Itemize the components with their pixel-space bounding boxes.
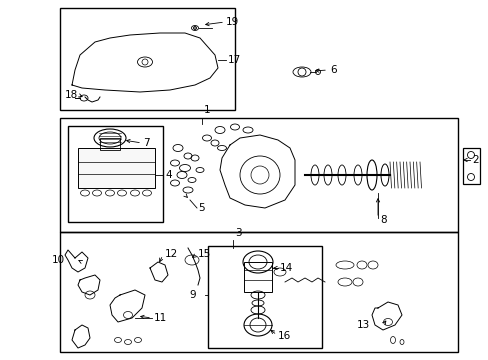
Bar xyxy=(60,118,457,232)
Text: 12: 12 xyxy=(164,249,178,259)
Text: 4: 4 xyxy=(164,170,171,180)
Text: 13: 13 xyxy=(356,320,369,330)
Ellipse shape xyxy=(193,27,196,30)
Text: 3: 3 xyxy=(235,228,241,238)
Text: 8: 8 xyxy=(379,215,386,225)
Text: 9: 9 xyxy=(189,290,196,300)
Bar xyxy=(100,138,120,150)
Text: 19: 19 xyxy=(225,17,239,27)
Text: 6: 6 xyxy=(329,65,336,75)
Bar xyxy=(207,246,321,348)
Text: 11: 11 xyxy=(154,313,167,323)
Bar xyxy=(60,232,457,352)
Text: 1: 1 xyxy=(203,105,210,115)
Text: 16: 16 xyxy=(278,331,291,341)
Text: 7: 7 xyxy=(142,138,149,148)
Text: 15: 15 xyxy=(198,249,211,259)
Text: 17: 17 xyxy=(227,55,241,65)
Bar xyxy=(60,8,235,110)
Text: 10: 10 xyxy=(52,255,65,265)
Text: 5: 5 xyxy=(198,203,204,213)
Bar xyxy=(244,262,271,292)
Text: 18: 18 xyxy=(65,90,78,100)
Text: 14: 14 xyxy=(280,263,293,273)
Bar xyxy=(68,126,163,222)
Text: 2: 2 xyxy=(471,155,478,165)
Bar xyxy=(462,148,479,184)
Bar xyxy=(78,148,155,188)
